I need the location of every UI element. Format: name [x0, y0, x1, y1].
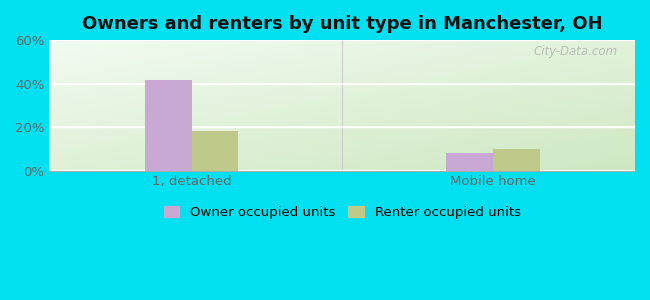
Bar — [493, 149, 540, 171]
Bar — [192, 131, 239, 171]
Bar — [446, 153, 493, 171]
Title: Owners and renters by unit type in Manchester, OH: Owners and renters by unit type in Manch… — [82, 15, 603, 33]
Text: City-Data.com: City-Data.com — [533, 45, 618, 58]
Bar — [145, 80, 192, 171]
Legend: Owner occupied units, Renter occupied units: Owner occupied units, Renter occupied un… — [164, 206, 521, 219]
